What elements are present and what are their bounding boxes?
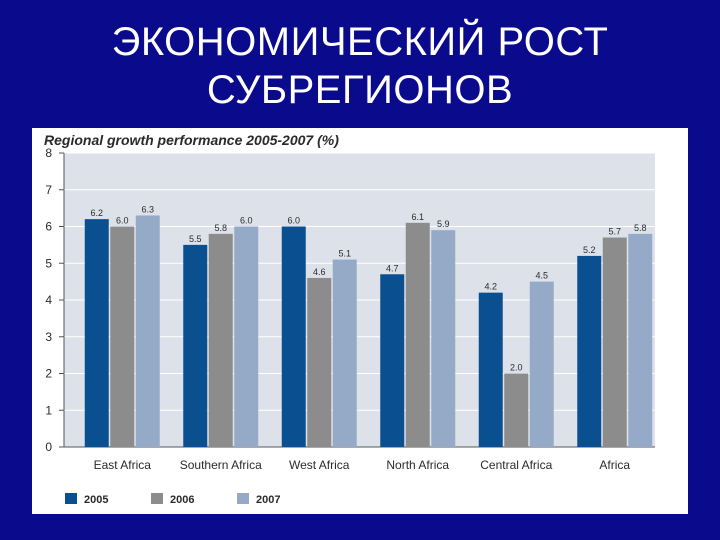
x-category-label: Central Africa <box>480 458 552 472</box>
legend-swatch <box>237 493 249 504</box>
slide-title-line-2: СУБРЕГИОНОВ <box>206 68 514 112</box>
bar <box>602 237 627 447</box>
y-tick-label: 2 <box>45 367 52 381</box>
bar <box>208 233 233 447</box>
bar-value-label: 6.3 <box>141 204 154 214</box>
legend-swatch <box>151 493 163 504</box>
bar-value-label: 6.0 <box>116 216 129 226</box>
bar-value-label: 5.7 <box>608 227 621 237</box>
x-category-label: Africa <box>599 458 630 472</box>
bar-chart: 0 1 2 3 4 5 6 7 8 6.2 6.0 6.3 East Africa 5.5 5.8 6.0 So… <box>45 146 655 506</box>
bar <box>405 222 430 447</box>
chart-title: Regional growth performance 2005-2007 (%… <box>44 132 339 148</box>
x-category-label: North Africa <box>386 458 449 472</box>
bar <box>529 281 554 447</box>
bar-value-label: 4.5 <box>535 271 548 281</box>
x-category-label: Southern Africa <box>180 458 262 472</box>
bar-value-label: 2.0 <box>510 363 523 373</box>
bar <box>431 230 456 447</box>
bar <box>628 233 653 447</box>
bar <box>84 219 109 447</box>
bar-value-label: 4.2 <box>484 282 497 292</box>
legend-swatch <box>65 493 77 504</box>
bar-value-label: 4.6 <box>313 267 326 277</box>
bar-value-label: 5.2 <box>583 245 596 255</box>
bar-value-label: 6.1 <box>411 212 424 222</box>
bar-value-label: 5.9 <box>437 219 450 229</box>
bar <box>577 255 602 447</box>
y-tick-label: 8 <box>45 146 52 160</box>
bar <box>281 226 306 447</box>
slide-title: ЭКОНОМИЧЕСКИЙ РОСТ СУБРЕГИОНОВ <box>0 18 720 114</box>
bar <box>478 292 503 447</box>
bar <box>504 373 529 447</box>
chart-panel: Regional growth performance 2005-2007 (%… <box>32 128 688 514</box>
bar-value-label: 5.8 <box>214 223 227 233</box>
bar <box>135 215 160 447</box>
bar-value-label: 5.8 <box>634 223 647 233</box>
bar <box>110 226 135 447</box>
bar <box>234 226 259 447</box>
y-tick-label: 1 <box>45 403 52 417</box>
y-tick-label: 6 <box>45 220 52 234</box>
legend-label: 2005 <box>84 494 108 506</box>
legend-label: 2006 <box>170 494 194 506</box>
bar-value-label: 6.0 <box>240 216 253 226</box>
y-tick-label: 3 <box>45 330 52 344</box>
bar <box>183 244 208 447</box>
bar-value-label: 5.5 <box>189 234 202 244</box>
bar-value-label: 4.7 <box>386 263 399 273</box>
bar <box>307 277 332 447</box>
bar <box>380 274 405 447</box>
y-tick-label: 0 <box>45 440 52 454</box>
legend-label: 2007 <box>256 494 280 506</box>
bar-value-label: 6.0 <box>287 216 300 226</box>
bar-value-label: 5.1 <box>338 249 351 259</box>
y-tick-label: 4 <box>45 293 52 307</box>
y-tick-label: 7 <box>45 183 52 197</box>
bar <box>332 259 357 447</box>
y-tick-label: 5 <box>45 256 52 270</box>
x-category-label: East Africa <box>94 458 152 472</box>
bar-value-label: 6.2 <box>90 208 103 218</box>
slide-title-line-1: ЭКОНОМИЧЕСКИЙ РОСТ <box>111 20 609 64</box>
x-category-label: West Africa <box>289 458 350 472</box>
